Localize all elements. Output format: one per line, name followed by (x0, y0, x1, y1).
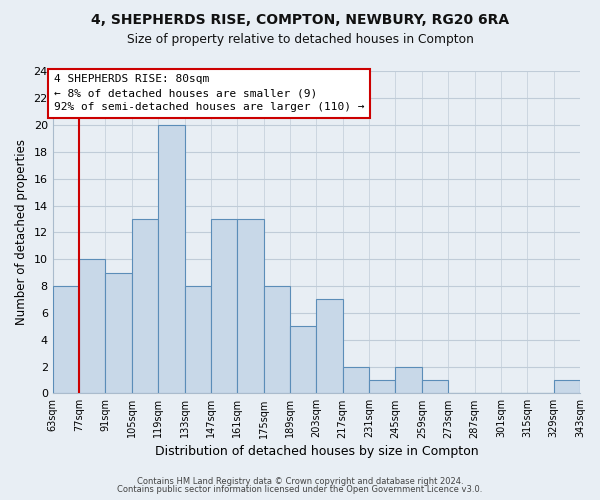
Bar (554, 380, 580, 394)
X-axis label: Distribution of detached houses by size in Compton: Distribution of detached houses by size … (155, 444, 478, 458)
Bar (263, 286, 290, 394)
Text: Contains public sector information licensed under the Open Government Licence v3: Contains public sector information licen… (118, 485, 482, 494)
Bar (211, 219, 237, 394)
Bar (158, 125, 185, 394)
Bar (185, 286, 211, 394)
Bar (106, 272, 132, 394)
Bar (422, 380, 448, 394)
Text: 4, SHEPHERDS RISE, COMPTON, NEWBURY, RG20 6RA: 4, SHEPHERDS RISE, COMPTON, NEWBURY, RG2… (91, 12, 509, 26)
Bar (79, 259, 106, 394)
Bar (237, 219, 263, 394)
Bar (343, 366, 369, 394)
Text: Contains HM Land Registry data © Crown copyright and database right 2024.: Contains HM Land Registry data © Crown c… (137, 477, 463, 486)
Text: 4 SHEPHERDS RISE: 80sqm
← 8% of detached houses are smaller (9)
92% of semi-deta: 4 SHEPHERDS RISE: 80sqm ← 8% of detached… (54, 74, 364, 112)
Bar (369, 380, 395, 394)
Bar (290, 326, 316, 394)
Y-axis label: Number of detached properties: Number of detached properties (15, 140, 28, 326)
Bar (316, 300, 343, 394)
Bar (53, 286, 79, 394)
Bar (395, 366, 422, 394)
Bar (132, 219, 158, 394)
Text: Size of property relative to detached houses in Compton: Size of property relative to detached ho… (127, 32, 473, 46)
